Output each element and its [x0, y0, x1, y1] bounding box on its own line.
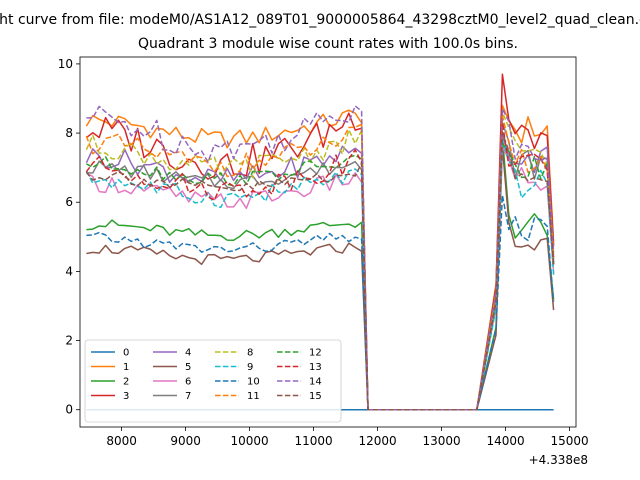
legend-label-15: 15: [309, 391, 322, 402]
plot-area-frame: [79, 56, 577, 428]
legend-label-8: 8: [247, 348, 253, 359]
legend-label-2: 2: [123, 377, 129, 388]
legend-label-10: 10: [247, 377, 260, 388]
x-tick-label: 11000: [295, 434, 333, 448]
figure-suptitle: Light curve from file: modeM0/AS1A12_089…: [0, 12, 640, 28]
legend-label-11: 11: [247, 391, 260, 402]
legend-label-7: 7: [185, 391, 191, 402]
x-tick-label: 9000: [170, 434, 201, 448]
series-line-12: [86, 142, 555, 411]
y-tick-label: 0: [65, 403, 73, 417]
x-tick-label: 12000: [359, 434, 397, 448]
y-tick-label: 10: [58, 57, 73, 71]
axes-frame: [79, 56, 577, 428]
legend-label-12: 12: [309, 348, 322, 359]
legend-box: [84, 339, 342, 423]
series-line-14: [86, 105, 555, 411]
legend-label-1: 1: [123, 362, 129, 373]
series-line-5: [86, 146, 555, 411]
legend-label-0: 0: [123, 348, 129, 359]
series-line-3: [85, 73, 555, 411]
y-tick-label: 4: [65, 264, 73, 278]
x-tick-label: 10000: [231, 434, 269, 448]
series-line-15: [85, 132, 555, 411]
legend-label-9: 9: [247, 362, 253, 373]
series-line-10: [86, 194, 555, 411]
legend-label-5: 5: [185, 362, 191, 373]
legend-label-13: 13: [309, 362, 322, 373]
x-tick-label: 13000: [423, 434, 461, 448]
plot-lines: [85, 73, 555, 411]
legend-label-3: 3: [123, 391, 129, 402]
x-tick-label: 14000: [487, 434, 525, 448]
legend-label-4: 4: [185, 348, 191, 359]
legend-label-14: 14: [309, 377, 322, 388]
legend-label-6: 6: [185, 377, 191, 388]
series-line-9: [85, 139, 555, 411]
y-axis-ticks: 0 2 4 6 8 10: [58, 57, 80, 417]
y-tick-label: 8: [65, 126, 73, 140]
y-tick-label: 2: [65, 334, 73, 348]
series-line-11: [85, 115, 555, 411]
x-axis-offset-label: +4.338e8: [529, 453, 588, 467]
x-tick-label: 15000: [551, 434, 589, 448]
x-axis-ticks: 8000 9000 10000 11000 12000 13000 14000 15000: [106, 427, 589, 448]
x-tick-label: 8000: [106, 434, 137, 448]
y-tick-label: 6: [65, 195, 73, 209]
chart-title: Quadrant 3 module wise count rates with …: [138, 36, 518, 52]
series-line-13: [85, 121, 555, 411]
